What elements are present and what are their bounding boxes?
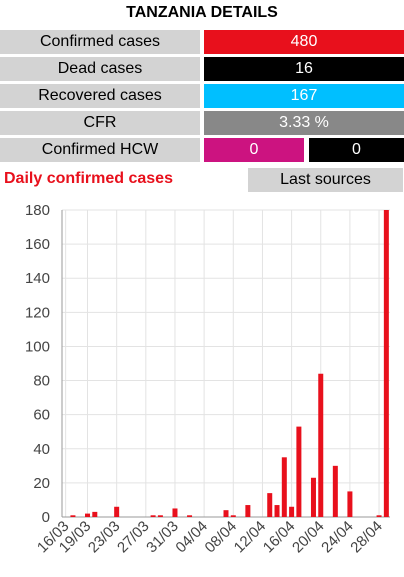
bar bbox=[245, 505, 251, 517]
stat-value: 0 bbox=[204, 138, 304, 162]
bar bbox=[310, 477, 316, 517]
x-tick-label: 12/04 bbox=[231, 518, 270, 557]
bar bbox=[157, 515, 163, 517]
y-tick-label: 140 bbox=[25, 270, 50, 287]
x-tick-label: 20/04 bbox=[289, 518, 328, 557]
x-tick-label: 23/03 bbox=[85, 518, 124, 557]
stat-value: 16 bbox=[204, 57, 404, 81]
bar bbox=[347, 491, 353, 517]
bar bbox=[223, 510, 229, 517]
x-tick-label: 27/03 bbox=[114, 518, 153, 557]
x-tick-label: 24/04 bbox=[318, 518, 357, 557]
stat-label: CFR bbox=[0, 111, 200, 135]
bar bbox=[172, 508, 178, 517]
bar bbox=[267, 493, 273, 517]
x-tick-label: 04/04 bbox=[172, 518, 211, 557]
y-tick-label: 100 bbox=[25, 338, 50, 355]
bar bbox=[318, 373, 324, 517]
chart-title: Daily confirmed cases bbox=[4, 170, 173, 187]
bar bbox=[289, 506, 295, 517]
y-tick-label: 0 bbox=[42, 509, 50, 526]
y-tick-label: 120 bbox=[25, 304, 50, 321]
bar bbox=[296, 426, 302, 517]
bar bbox=[150, 515, 156, 517]
bar bbox=[92, 511, 98, 517]
bar bbox=[114, 506, 120, 517]
y-tick-label: 60 bbox=[33, 407, 50, 424]
stat-value: 0 bbox=[309, 138, 404, 162]
stat-label: Dead cases bbox=[0, 57, 200, 81]
y-tick-label: 40 bbox=[33, 441, 50, 458]
sources-button[interactable]: Last sources bbox=[248, 168, 403, 192]
bar bbox=[281, 457, 287, 517]
stat-value: 480 bbox=[204, 30, 404, 54]
x-tick-label: 28/04 bbox=[347, 518, 386, 557]
y-tick-label: 20 bbox=[33, 475, 50, 492]
bar bbox=[376, 515, 382, 517]
stat-label: Recovered cases bbox=[0, 84, 200, 108]
chart: 02040608010012014016018016/0319/0323/032… bbox=[25, 202, 390, 557]
stat-label: Confirmed HCW bbox=[0, 138, 200, 162]
bar bbox=[85, 513, 91, 517]
bar bbox=[187, 515, 193, 517]
bar bbox=[383, 210, 389, 517]
stat-value: 167 bbox=[204, 84, 404, 108]
title: TANZANIA DETAILS bbox=[126, 4, 278, 21]
x-tick-label: 08/04 bbox=[202, 518, 241, 557]
y-tick-label: 180 bbox=[25, 202, 50, 219]
bar bbox=[332, 465, 338, 517]
bar bbox=[70, 515, 76, 517]
x-tick-label: 31/03 bbox=[143, 518, 182, 557]
y-tick-label: 160 bbox=[25, 236, 50, 253]
stat-value: 3.33 % bbox=[204, 111, 404, 135]
bar bbox=[274, 505, 280, 517]
x-tick-label: 16/04 bbox=[260, 518, 299, 557]
bar bbox=[230, 515, 236, 517]
stat-label: Confirmed cases bbox=[0, 30, 200, 54]
y-tick-label: 80 bbox=[33, 373, 50, 390]
